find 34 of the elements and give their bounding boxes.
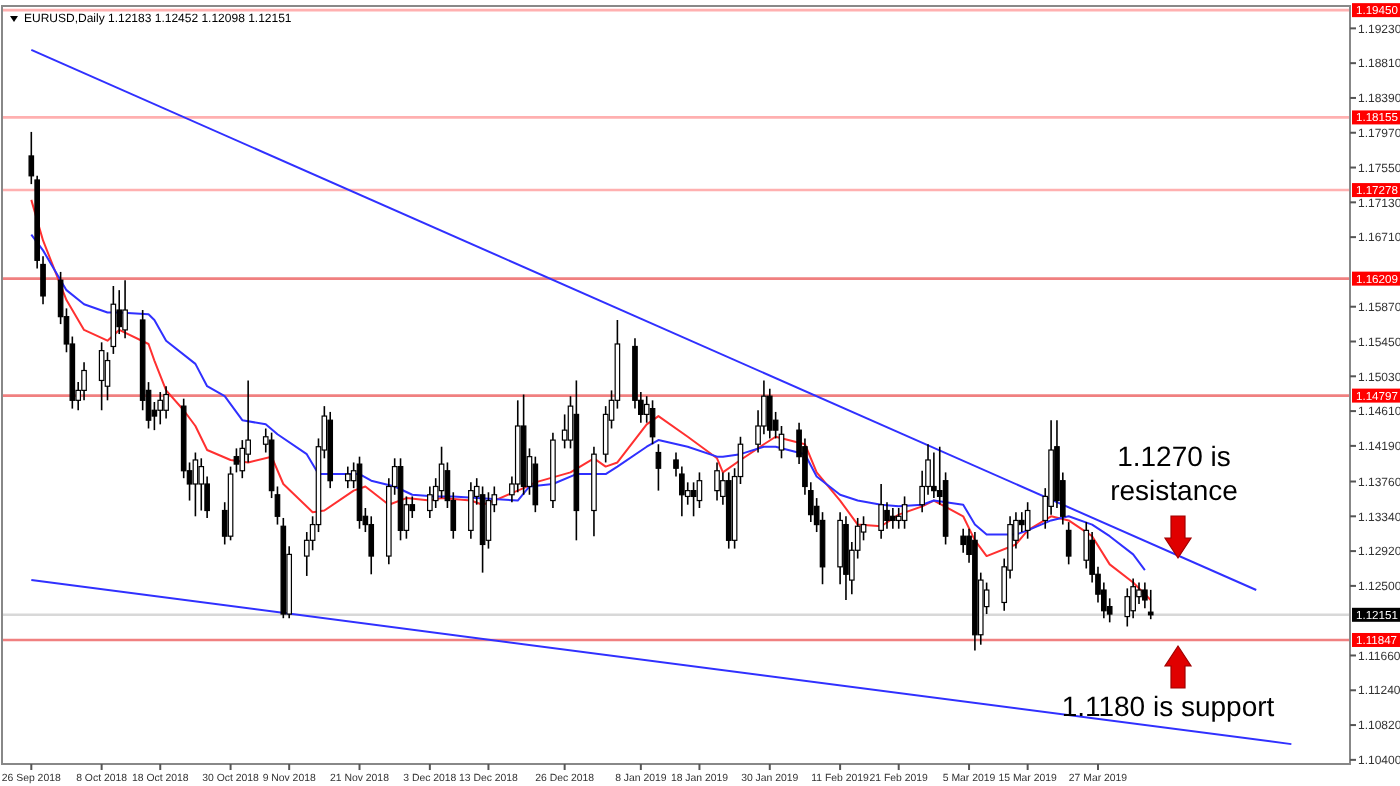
candlestick [192, 451, 199, 518]
candlestick [122, 279, 128, 339]
candlestick [766, 387, 773, 440]
candlestick [368, 515, 375, 576]
candlestick [81, 361, 87, 402]
candlestick [890, 507, 896, 530]
candlestick [960, 527, 967, 554]
candlestick [1136, 581, 1142, 605]
candlestick [690, 481, 697, 518]
candlestick [198, 457, 205, 512]
annotation: 1.1270 is resistance [1110, 440, 1239, 506]
annotation: 1.1180 is support [1061, 690, 1275, 722]
candlestick [468, 481, 474, 540]
candlestick [1147, 589, 1154, 620]
candlestick [110, 285, 117, 355]
candlestick [878, 483, 884, 540]
candlestick [901, 495, 908, 530]
candlestick [98, 341, 105, 412]
candlestick [884, 501, 890, 530]
candlestick [931, 451, 937, 499]
candlestick [163, 385, 169, 420]
candlestick [714, 461, 720, 502]
candlestick [1130, 577, 1136, 619]
candlestick [344, 465, 351, 489]
candlestick [233, 447, 240, 474]
candlestick [895, 507, 902, 530]
candlestick [157, 391, 164, 426]
candlestick [532, 455, 539, 513]
candlestick [655, 443, 662, 492]
candlestick [1065, 521, 1072, 566]
candlestick [561, 413, 568, 450]
candlestick [1018, 511, 1025, 533]
candlestick [427, 485, 433, 519]
candlestick [1024, 501, 1031, 540]
